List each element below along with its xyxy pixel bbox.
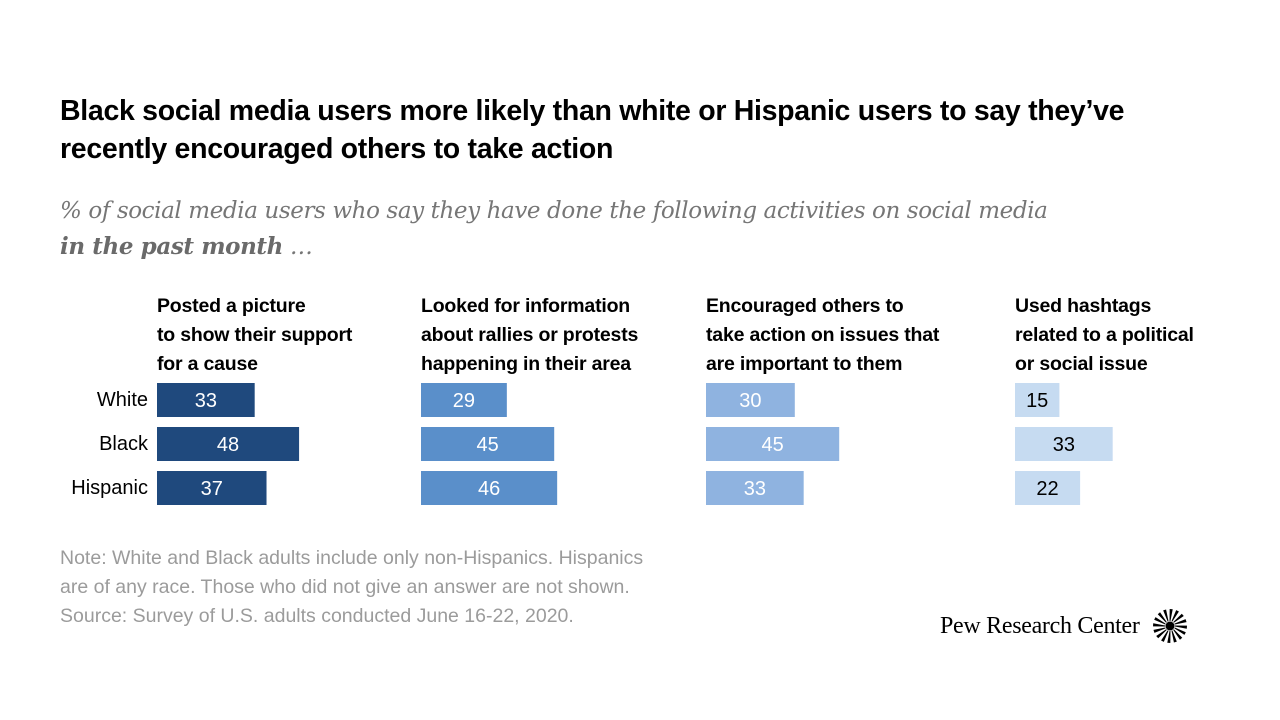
bar-used-hashtags-hispanic <box>1015 471 1081 505</box>
sunburst-ray <box>1152 623 1165 627</box>
data-label-looked-for-information-hispanic: 46 <box>478 478 500 500</box>
data-label-used-hashtags-white: 15 <box>1026 390 1048 412</box>
pew-sunburst-icon <box>1152 609 1187 643</box>
bar-used-hashtags-black <box>1015 427 1113 461</box>
sunburst-ray <box>1171 630 1177 643</box>
note: Note: White and Black adults include onl… <box>60 544 780 631</box>
bar-looked-for-information-hispanic <box>421 471 558 505</box>
bar-used-hashtags-white <box>1015 383 1060 417</box>
data-label-posted-a-picture-white: 33 <box>195 390 217 412</box>
row-label-hispanic: Hispanic <box>71 477 148 499</box>
sunburst-ray <box>1174 625 1187 629</box>
sunburst-center <box>1165 621 1175 631</box>
data-label-encouraged-others-to-hispanic: 33 <box>744 478 766 500</box>
logo-text: Pew Research Center <box>940 612 1140 639</box>
data-label-posted-a-picture-black: 48 <box>217 434 239 456</box>
pew-logo: Pew Research Center <box>940 606 1190 646</box>
panel-title-encouraged-others: Encouraged others to take action on issu… <box>706 295 940 375</box>
panel-title-used-hashtags: Used hashtags related to a political or … <box>1015 295 1194 375</box>
sunburst-ray <box>1162 609 1169 622</box>
sunburst-ray <box>1153 627 1166 633</box>
sunburst-ray <box>1173 627 1186 635</box>
bar-posted-a-picture-white <box>157 383 255 417</box>
sunburst-ray <box>1160 630 1169 642</box>
bar-posted-a-picture-hispanic <box>157 471 267 505</box>
chart-subtitle: % of social media users who say they hav… <box>60 193 1220 265</box>
bar-encouraged-others-to-white <box>706 383 795 417</box>
sunburst-ray <box>1155 629 1167 639</box>
data-label-looked-for-information-white: 29 <box>453 390 475 412</box>
panel-title-looked-for-info: Looked for information about rallies or … <box>421 295 639 375</box>
bar-looked-for-information-white <box>421 383 507 417</box>
sunburst-ray <box>1153 617 1166 625</box>
sunburst-ray <box>1172 613 1184 623</box>
chart-title: Black social media users more likely tha… <box>60 95 1125 165</box>
bar-encouraged-others-to-hispanic <box>706 471 804 505</box>
data-label-used-hashtags-hispanic: 22 <box>1036 478 1058 500</box>
note-line-1: Note: White and Black adults include onl… <box>60 547 644 569</box>
data-label-used-hashtags-black: 33 <box>1053 434 1075 456</box>
sunburst-ray <box>1166 630 1171 643</box>
sunburst-ray <box>1173 619 1187 625</box>
subtitle-ellipsis: … <box>282 234 313 260</box>
data-label-posted-a-picture-hispanic: 37 <box>201 478 223 500</box>
data-label-encouraged-others-to-white: 30 <box>739 390 761 412</box>
sunburst-ray <box>1157 612 1167 623</box>
panel-title-posted-picture: Posted a picture to show their support f… <box>157 295 353 375</box>
row-label-white: White <box>96 389 148 411</box>
sunburst-ray <box>1172 629 1182 640</box>
row-label-black: Black <box>99 433 148 455</box>
subtitle-emphasis: in the past month <box>60 233 283 260</box>
sunburst-ray <box>1171 610 1179 622</box>
sunburst-ray <box>1169 609 1173 622</box>
subtitle-text: % of social media users who say they hav… <box>60 198 1048 224</box>
bar-encouraged-others-to-black <box>706 427 840 461</box>
bar-looked-for-information-black <box>421 427 555 461</box>
data-label-looked-for-information-black: 45 <box>476 434 498 456</box>
bar-posted-a-picture-black <box>157 427 300 461</box>
source-line: Source: Survey of U.S. adults conducted … <box>60 605 574 627</box>
data-label-encouraged-others-to-black: 45 <box>761 434 783 456</box>
note-line-2: are of any race. Those who did not give … <box>60 576 630 598</box>
